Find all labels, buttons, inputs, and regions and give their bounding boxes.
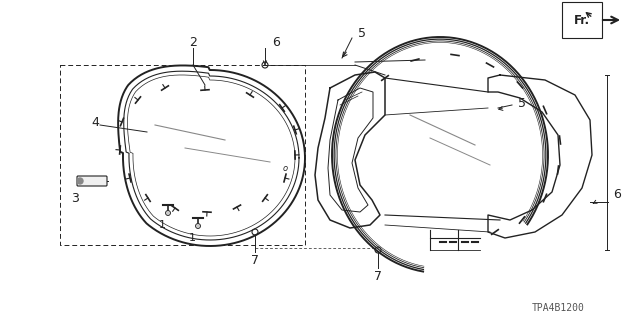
- Text: 4: 4: [91, 116, 99, 129]
- Text: 5: 5: [518, 97, 526, 109]
- Text: 6: 6: [613, 188, 621, 202]
- Circle shape: [166, 211, 170, 215]
- Text: Fr.: Fr.: [574, 13, 590, 27]
- Text: 2: 2: [189, 36, 197, 49]
- Text: 6: 6: [272, 36, 280, 49]
- Circle shape: [195, 223, 200, 228]
- Text: 5: 5: [358, 27, 366, 39]
- FancyBboxPatch shape: [77, 176, 107, 186]
- Text: 3: 3: [71, 191, 79, 204]
- Text: 1: 1: [189, 233, 195, 243]
- Text: TPA4B1200: TPA4B1200: [532, 303, 585, 313]
- Text: o: o: [282, 164, 287, 172]
- Text: 7: 7: [374, 269, 382, 283]
- Text: 7: 7: [251, 253, 259, 267]
- Text: 1: 1: [159, 220, 166, 230]
- Circle shape: [77, 178, 83, 184]
